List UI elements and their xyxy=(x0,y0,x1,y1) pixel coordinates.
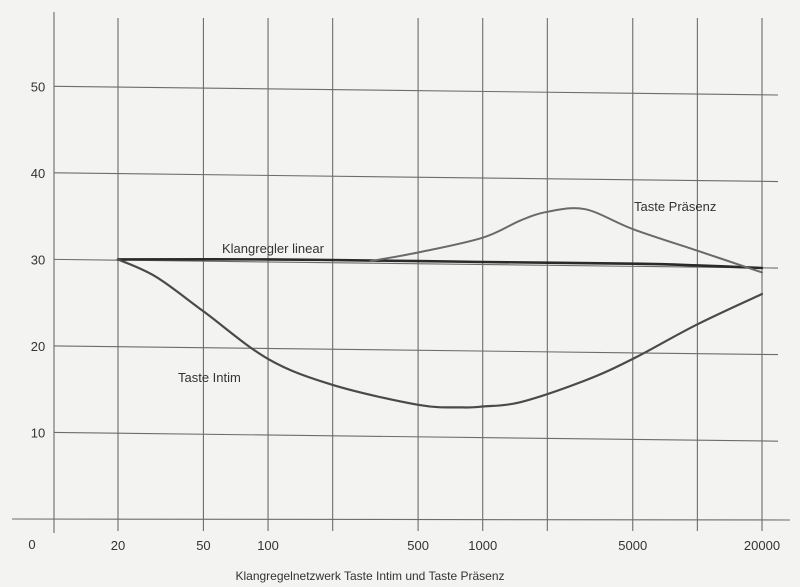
series-label-taste-intim: Taste Intim xyxy=(178,370,241,385)
y-tick-label: 10 xyxy=(31,425,45,440)
y-tick-label: 30 xyxy=(31,252,45,267)
grid xyxy=(11,12,791,533)
chart-caption: Klangregelnetzwerk Taste Intim und Taste… xyxy=(235,569,504,583)
x-axis-line xyxy=(11,518,791,521)
y-gridline-20 xyxy=(53,345,779,356)
x-tick-label: 5000 xyxy=(618,538,647,553)
y-gridline-30 xyxy=(53,258,779,269)
x-tick-label: 20000 xyxy=(744,538,780,553)
x-tick-label: 50 xyxy=(196,538,210,553)
series-line-klangregler-linear xyxy=(116,257,764,270)
y-tick-label: 50 xyxy=(31,79,45,94)
series-label-klangregler-linear: Klangregler linear xyxy=(222,241,325,256)
y-gridline-50 xyxy=(53,85,779,96)
y-gridline-10 xyxy=(53,431,779,442)
y-tick-label: 20 xyxy=(31,339,45,354)
y-gridline-40 xyxy=(53,172,779,183)
labels: Klangregler linear Taste Präsenz Taste I… xyxy=(28,79,780,583)
x-tick-label: 1000 xyxy=(468,538,497,553)
x-tick-label: 500 xyxy=(407,538,429,553)
series-line-taste-intim xyxy=(116,258,764,409)
curves xyxy=(116,207,764,409)
x-tick-label: 20 xyxy=(111,538,125,553)
x-tick-label: 100 xyxy=(257,538,279,553)
y-tick-label: 0 xyxy=(28,537,35,552)
y-tick-label: 40 xyxy=(31,166,45,181)
series-line-taste-praesenz xyxy=(369,207,763,274)
series-label-taste-praesenz: Taste Präsenz xyxy=(634,199,716,214)
